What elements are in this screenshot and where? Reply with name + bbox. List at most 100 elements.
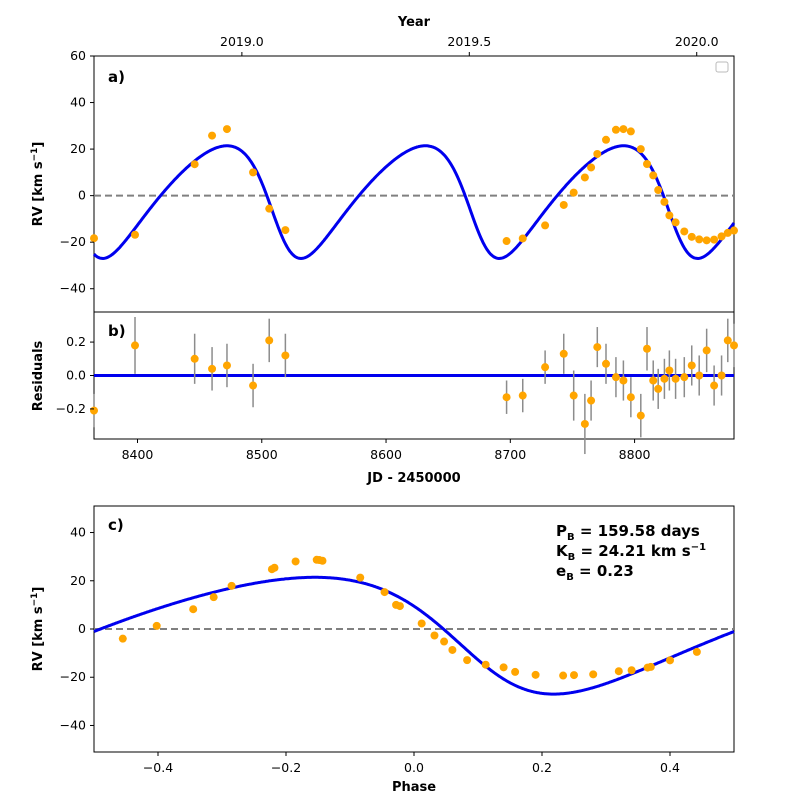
phase-point [417,619,426,628]
phase-point [481,660,490,669]
residual-point [281,351,290,360]
x-tick-label: −0.2 [271,760,301,775]
panel-b-points [90,336,738,428]
residual-point [649,376,658,385]
panel-a-points [90,125,738,246]
rv-point [265,204,274,213]
rv-point [90,234,98,243]
residual-point [580,419,589,428]
rv-point [131,230,140,239]
rv-point [587,163,596,172]
phase-point [570,671,578,680]
rv-point [730,226,738,235]
annotation-period-main: P [556,522,567,540]
panel-a-ylabel: RV [km s−1] [30,142,46,227]
rv-point [208,131,217,140]
rv-point [222,125,231,134]
panel-c-model-curve [93,575,735,696]
panel-a-top-ticks: 2019.0 2019.5 2020.0 [220,34,719,56]
residual-point [723,336,732,345]
residual-point [654,384,663,393]
phase-point [499,663,508,672]
rv-point [190,160,199,169]
annotation-amplitude-main: K [556,542,569,560]
rv-point [559,200,568,209]
rv-point [680,227,689,236]
rv-point [569,188,578,197]
rv-point [249,168,258,177]
residual-point [619,376,628,385]
residual-point [587,396,596,405]
residual-point [660,374,669,383]
residual-point [222,361,231,370]
panel-b-label: b) [108,322,126,340]
x-tick-label: 0.0 [404,760,424,775]
panel-c-ylabel-close: ] [31,587,46,593]
panel-c-label: c) [108,516,124,534]
panel-b-xlabel: JD - 2450000 [366,471,460,486]
annotation-period-sub: B [567,532,575,543]
rv-point [281,226,290,235]
phase-point [627,666,636,675]
rv-point [619,125,628,134]
panel-c-points [118,555,701,680]
phase-point [589,670,598,679]
phase-point [646,662,655,671]
phase-point [318,556,327,565]
phase-point [463,656,472,665]
panel-b-yticks: −0.2 0.0 0.2 [56,334,94,416]
phase-point [430,631,439,640]
annotation-amplitude-sup: −1 [691,542,706,553]
x-tick-label: 8400 [122,447,154,462]
y-tick-label: 40 [70,95,86,110]
top-axis-label: Year [397,15,431,30]
rv-point [665,211,674,220]
y-tick-label: 0 [78,188,86,203]
residual-point [541,363,550,372]
residual-point [502,393,511,402]
residual-point [717,371,726,380]
phase-point [511,667,520,676]
annotation-period-text: = 159.58 days [575,522,700,540]
residual-point [730,341,738,350]
annotation-eccentricity-sub: B [566,572,574,583]
panel-a-yticks: −40 −20 0 20 40 60 [60,48,94,296]
y-tick-label: 20 [70,141,86,156]
residual-point [518,391,527,400]
empty-legend-box [715,61,729,73]
annotation-period: PB = 159.58 days [556,522,700,543]
panel-a-ylabel-main: RV [km s [31,161,46,226]
top-tick-label: 2019.5 [447,34,491,49]
phase-point [531,670,540,679]
panel-b-xticks: 8400 8500 8600 8700 8800 [122,439,651,462]
residual-point [687,361,696,370]
y-tick-label: −20 [60,234,86,249]
phase-point [291,557,300,566]
phase-point [270,563,279,572]
panel-a-frame [93,55,735,313]
phase-point [614,667,623,676]
rv-point [660,197,669,206]
rv-point [654,186,663,195]
annotation-eccentricity: eB = 0.23 [556,562,634,583]
y-tick-label: 60 [70,48,86,63]
phase-point [448,645,457,654]
x-tick-label: 0.2 [532,760,552,775]
residual-point [90,406,98,415]
phase-point [395,602,404,611]
panel-c-ylabel-main: RV [km s [31,606,46,671]
residual-point [569,391,578,400]
phase-point [118,634,127,643]
phase-point [356,573,365,582]
panel-a-label: a) [108,68,125,86]
phase-point [189,605,198,614]
phase-point [152,621,161,630]
annotation-amplitude: KB = 24.21 km s−1 [556,542,706,563]
residual-point [611,373,620,382]
residual-point [208,364,217,373]
panel-a-ylabel-sup: −1 [30,148,40,162]
panel-c-yticks: −40 −20 0 20 40 [60,525,94,732]
x-tick-label: 8700 [494,447,526,462]
top-tick-label: 2019.0 [220,34,264,49]
